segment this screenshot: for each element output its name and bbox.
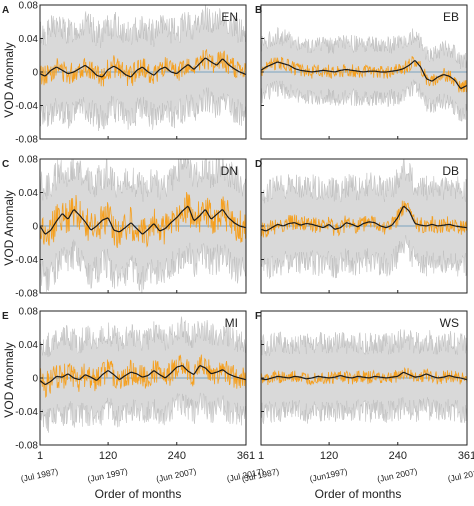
x-tick-label: 1: [37, 450, 43, 462]
smoothed-series: [40, 364, 246, 386]
y-tick-label: 0.08: [19, 155, 39, 166]
y-tick-label: 0.08: [19, 307, 39, 318]
y-tick-label: 0: [32, 374, 38, 385]
monthly-series: [40, 192, 246, 249]
y-tick-label: 0: [32, 68, 38, 79]
chart-panel-en: A EN 0.08 0.04 0 -0.04 -0.08: [2, 1, 247, 146]
monthly-series: [261, 55, 467, 93]
x-tick-date: (Jun 2007): [155, 466, 197, 484]
chart-panel-ws: F WS1(Jul 1987)120(Jun1997)240(Jun 2007)3…: [241, 310, 474, 484]
x-axis-title-right: Order of months: [315, 487, 402, 501]
smoothed-series: [40, 57, 246, 78]
y-tick-label: -0.04: [15, 101, 38, 112]
chart-panel-mi: E MI0.080.040-0.04-0.081(Jul 1987)120(Jun…: [2, 307, 265, 485]
chart-panel-db: D DB: [255, 158, 468, 294]
x-axis-title-left: Order of months: [95, 487, 182, 501]
smoothed-series: [261, 371, 467, 381]
chart-panel-eb: B EB: [255, 4, 468, 140]
x-tick-label: 120: [320, 450, 338, 462]
panel-title: EB: [443, 10, 459, 24]
panel-title: WS: [440, 316, 459, 330]
range-band: [261, 159, 467, 279]
y-tick-label: -0.04: [15, 255, 38, 266]
panel-title: DN: [221, 164, 238, 178]
x-tick-label: 1: [258, 450, 264, 462]
x-tick-date: (Jul 2017): [447, 466, 474, 484]
y-tick-label: 0.04: [19, 188, 39, 199]
y-tick-label: 0.04: [19, 340, 39, 351]
y-axis-title: VOD Anomaly: [2, 190, 16, 265]
panel-letter: D: [255, 159, 262, 170]
panels: A EN 0.08 0.04 0 -0.04 -0.08 B EB C DN 0.08 0.04 0 -0.…: [2, 1, 474, 485]
plot-area: [40, 159, 246, 293]
y-tick-label: -0.04: [15, 407, 38, 418]
plot-area: [261, 329, 467, 425]
y-axis-title: VOD Anomaly: [2, 42, 16, 117]
y-tick-label: 0: [32, 222, 38, 233]
y-tick-label: -0.08: [15, 289, 38, 300]
panel-letter: C: [2, 159, 9, 170]
monthly-series: [261, 366, 467, 386]
y-tick-label: -0.08: [15, 135, 38, 146]
chart-panel-dn: C DN 0.08 0.04 0 -0.04 -0.08: [2, 155, 247, 300]
x-tick-date: (Jun1997): [309, 466, 349, 484]
panel-letter: F: [255, 311, 261, 322]
monthly-series: [40, 49, 246, 87]
panel-letter: A: [2, 5, 9, 16]
x-tick-label: 361: [237, 450, 255, 462]
monthly-series: [261, 200, 467, 238]
panel-letter: E: [2, 311, 9, 322]
x-tick-label: 120: [99, 450, 117, 462]
plot-area: [261, 26, 467, 122]
smoothed-series: [261, 60, 467, 90]
x-tick-date: (Jun 1997): [87, 466, 129, 484]
y-tick-label: 0.08: [19, 1, 39, 12]
y-axis-title: VOD Anomaly: [2, 342, 16, 417]
range-band: [261, 26, 467, 122]
x-tick-label: 240: [168, 450, 186, 462]
panel-title: DB: [442, 164, 459, 178]
panel-title: MI: [225, 316, 238, 330]
plot-area: [40, 5, 246, 132]
x-tick-date: (Jul 1987): [20, 466, 59, 484]
panel-letter: B: [255, 5, 262, 16]
x-tick-label: 240: [389, 450, 407, 462]
panel-title: EN: [221, 10, 238, 24]
plot-area: [40, 316, 246, 433]
smoothed-series: [261, 205, 467, 232]
plot-area: [261, 159, 467, 279]
smoothed-series: [40, 205, 246, 235]
x-tick-label: 361: [458, 450, 474, 462]
y-tick-label: 0.04: [19, 34, 39, 45]
x-tick-date: (Jun 2007): [376, 466, 418, 484]
y-tick-label: -0.08: [15, 441, 38, 452]
